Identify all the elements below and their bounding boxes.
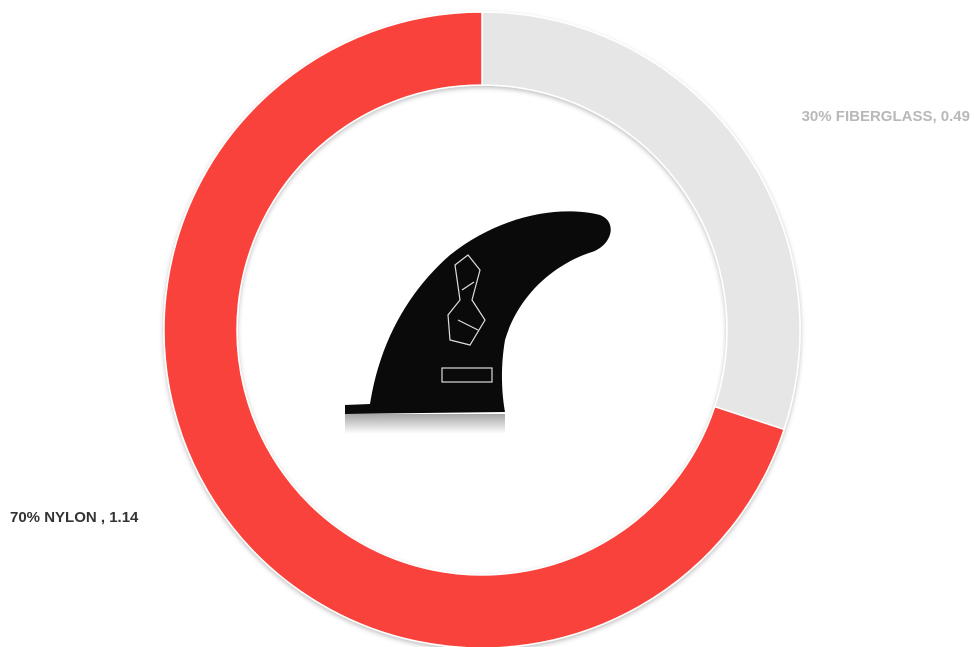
segment-label: 70% NYLON , 1.14 — [10, 509, 139, 526]
donut-segment — [163, 11, 786, 647]
donut — [163, 11, 801, 647]
donut-segment — [481, 11, 801, 431]
fin-image — [345, 211, 611, 434]
segment-label: 30% FIBERGLASS, 0.49 — [802, 108, 970, 125]
